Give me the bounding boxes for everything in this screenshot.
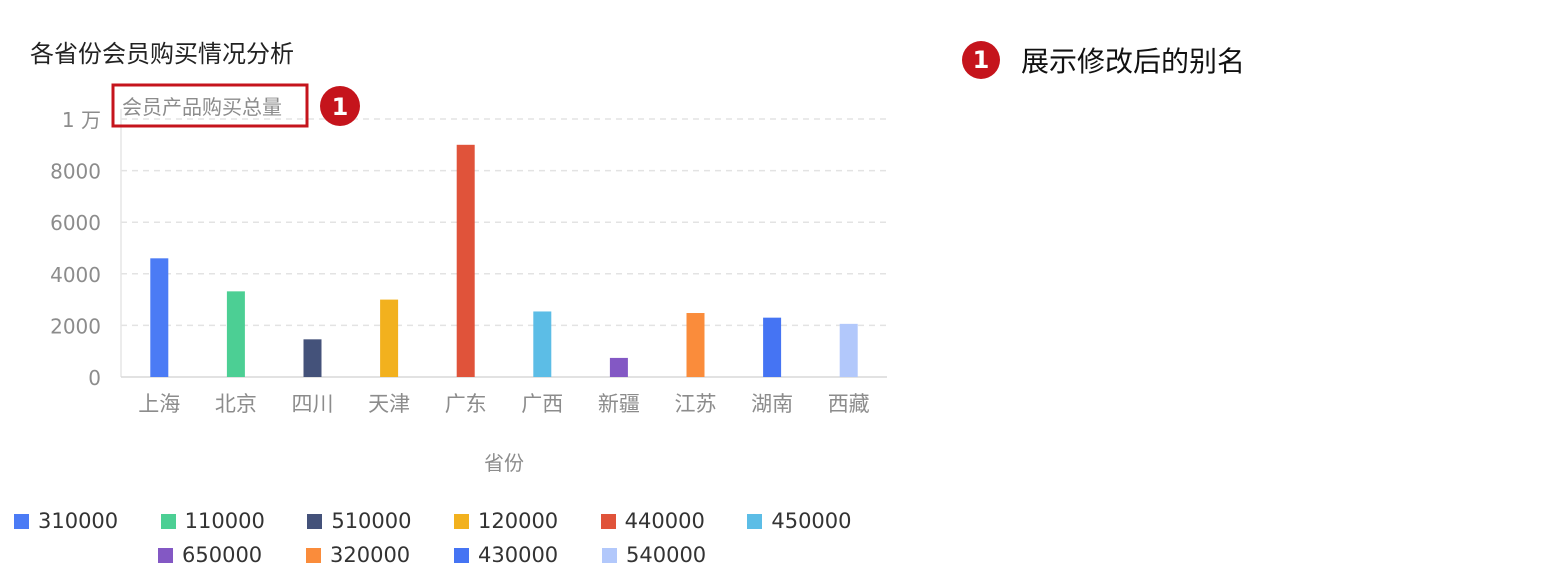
annotation-text: 展示修改后的别名 [1021,45,1246,78]
bar [226,291,245,377]
y-tick-label: 1 万 [62,108,101,132]
y-tick-label: 8000 [50,160,101,184]
x-tick-label: 湖南 [751,392,793,416]
legend-swatch [454,547,469,563]
bars [150,144,858,377]
legend-item[interactable]: 650000 [158,543,306,567]
y-tick-label: 6000 [50,211,101,235]
y-tick-label: 4000 [50,263,101,287]
ylabel-highlight: 1 [111,83,360,128]
legend-swatch [454,513,469,529]
bar [380,299,399,377]
bar [533,311,552,377]
highlight-box [111,83,309,128]
legend-item[interactable]: 310000 [13,509,161,533]
y-tick-label: 2000 [50,314,101,338]
annotation-badge: 1 [962,41,1000,79]
x-tick-label: 西藏 [828,392,870,416]
gridlines [121,118,887,327]
legend-swatch [306,547,321,563]
legend-item[interactable]: 440000 [600,509,748,533]
legend-label: 120000 [478,509,559,533]
legend-row: 650000 320000 430000 540000 [14,538,894,572]
legend-label: 440000 [624,509,705,533]
bar-chart: 0 2000 4000 6000 8000 1 万上海 北京 四川 天津 广东 广西 新疆 江苏 湖南 西藏… [50,83,887,475]
legend-swatch [307,513,323,529]
legend-label: 430000 [478,543,559,567]
legend-label: 320000 [330,543,411,567]
x-tick-label: 广西 [521,392,563,416]
legend-label: 450000 [771,509,852,533]
legend-swatch [600,513,616,529]
axis-labels: 0 2000 4000 6000 8000 1 万上海 北京 四川 天津 广东 广西 新疆 江苏 湖南 西藏… [50,95,870,475]
annotation: 1 展示修改后的别名 [962,40,1245,80]
bar [609,357,628,377]
bar [303,339,322,377]
legend-label: 650000 [182,543,263,567]
chart-title: 各省份会员购买情况分析 [30,40,294,68]
bar [686,313,705,377]
x-tick-label: 上海 [138,392,180,416]
legend-item[interactable]: 450000 [747,509,894,533]
legend-swatch [160,513,176,529]
bar [456,144,475,377]
legend-label: 510000 [331,509,412,533]
legend-item[interactable]: 430000 [454,543,602,567]
legend-item[interactable]: 110000 [160,509,308,533]
highlight-badge-number: 1 [332,93,349,121]
legend-item[interactable]: 320000 [306,543,454,567]
y-tick-label: 0 [88,366,101,390]
legend-label: 110000 [184,509,265,533]
x-tick-label: 江苏 [675,392,717,416]
axes [120,109,887,378]
legend-label: 310000 [37,509,119,533]
legend-swatch [158,547,173,563]
chart-legend: 310000 110000 510000 120000 440000 450000 6500… [13,504,894,572]
legend-swatch [602,547,617,563]
x-tick-label: 天津 [368,392,410,416]
x-tick-label: 北京 [215,392,257,416]
highlight-badge [320,86,360,126]
y-axis-title: 会员产品购买总量 [122,95,282,119]
legend-item[interactable]: 120000 [454,509,601,533]
x-tick-label: 四川 [292,392,334,416]
legend-row: 310000 110000 510000 120000 440000 450000 [13,504,894,538]
legend-item[interactable]: 540000 [602,543,750,567]
bar [763,317,782,377]
legend-label: 540000 [626,543,707,567]
legend-swatch [13,513,29,529]
bar [150,258,169,377]
x-tick-label: 广东 [445,392,487,416]
legend-swatch [747,513,763,529]
legend-item[interactable]: 510000 [307,509,454,533]
bar [839,323,858,377]
x-tick-label: 新疆 [598,392,640,416]
x-axis-title: 省份 [484,451,524,475]
